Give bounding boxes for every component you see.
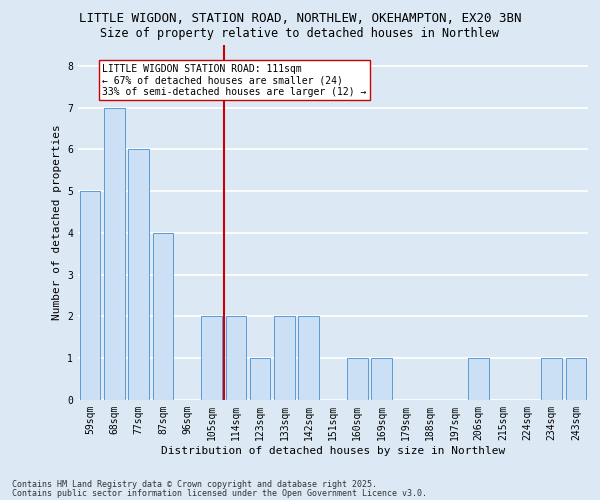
Bar bbox=[152, 233, 173, 400]
Text: LITTLE WIGDON STATION ROAD: 111sqm
← 67% of detached houses are smaller (24)
33%: LITTLE WIGDON STATION ROAD: 111sqm ← 67%… bbox=[102, 64, 367, 97]
Y-axis label: Number of detached properties: Number of detached properties bbox=[52, 124, 62, 320]
Text: Size of property relative to detached houses in Northlew: Size of property relative to detached ho… bbox=[101, 28, 499, 40]
Bar bbox=[371, 358, 392, 400]
Bar bbox=[250, 358, 271, 400]
Bar bbox=[128, 150, 149, 400]
Bar bbox=[104, 108, 125, 400]
Text: Contains HM Land Registry data © Crown copyright and database right 2025.: Contains HM Land Registry data © Crown c… bbox=[12, 480, 377, 489]
Bar bbox=[469, 358, 489, 400]
Bar bbox=[541, 358, 562, 400]
Bar bbox=[226, 316, 246, 400]
Bar bbox=[274, 316, 295, 400]
Text: LITTLE WIGDON, STATION ROAD, NORTHLEW, OKEHAMPTON, EX20 3BN: LITTLE WIGDON, STATION ROAD, NORTHLEW, O… bbox=[79, 12, 521, 26]
Bar bbox=[566, 358, 586, 400]
Text: Contains public sector information licensed under the Open Government Licence v3: Contains public sector information licen… bbox=[12, 489, 427, 498]
X-axis label: Distribution of detached houses by size in Northlew: Distribution of detached houses by size … bbox=[161, 446, 505, 456]
Bar bbox=[201, 316, 222, 400]
Bar bbox=[347, 358, 368, 400]
Bar bbox=[80, 191, 100, 400]
Bar bbox=[298, 316, 319, 400]
